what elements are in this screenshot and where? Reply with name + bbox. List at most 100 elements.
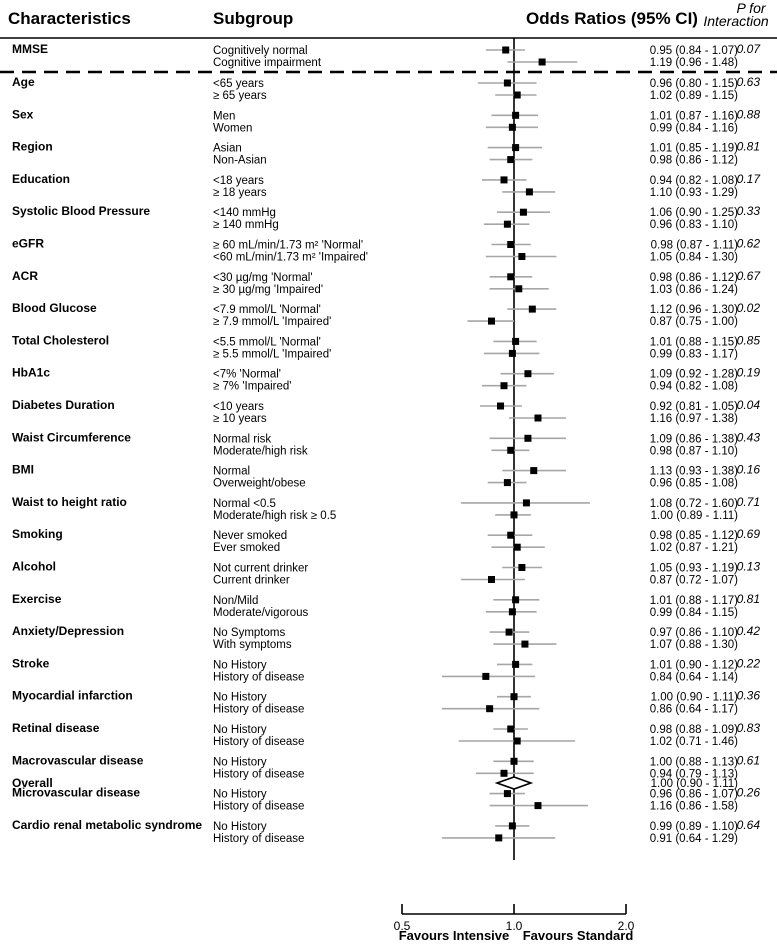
subgroup-label: <65 years (213, 78, 264, 90)
or-ci-text: 1.07 (0.88 - 1.30) (650, 639, 738, 651)
group-name: Anxiety/Depression (12, 624, 124, 638)
point-estimate (510, 757, 518, 765)
or-ci-text: 1.02 (0.71 - 1.46) (650, 736, 738, 748)
p-interaction: 0.33 (737, 204, 761, 218)
p-interaction: 0.36 (737, 689, 761, 703)
or-ci-text: 0.94 (0.82 - 1.08) (650, 175, 738, 187)
or-ci-text: 0.92 (0.81 - 1.05) (650, 401, 738, 413)
or-ci-text: 0.99 (0.89 - 1.10) (650, 821, 738, 833)
or-ci-text: 0.98 (0.85 - 1.12) (650, 530, 738, 542)
p-interaction: 0.64 (737, 818, 761, 832)
group-name: BMI (12, 463, 34, 477)
subgroup-label: ≥ 60 mL/min/1.73 m² 'Normal' (213, 240, 363, 252)
or-ci-text: 0.87 (0.75 - 1.00) (650, 316, 738, 328)
point-estimate (487, 317, 495, 325)
or-ci-text: 0.91 (0.64 - 1.29) (650, 833, 738, 845)
or-ci-text: 1.19 (0.96 - 1.48) (650, 57, 738, 69)
group-name: Systolic Blood Pressure (12, 204, 150, 218)
point-estimate (507, 241, 515, 248)
point-estimate (513, 543, 521, 551)
or-ci-text: 1.01 (0.87 - 1.16) (650, 110, 738, 122)
header-characteristics: Characteristics (8, 9, 131, 28)
or-ci-text: 1.01 (0.90 - 1.12) (650, 659, 738, 671)
group-name: ACR (12, 269, 38, 283)
subgroup-label: ≥ 65 years (213, 90, 267, 102)
subgroup-label: History of disease (213, 768, 304, 780)
p-interaction: 0.43 (737, 430, 761, 444)
point-estimate (512, 660, 520, 668)
point-estimate (482, 672, 490, 680)
subgroup-label: Men (213, 110, 235, 122)
point-estimate (507, 273, 515, 281)
p-interaction: 0.02 (737, 301, 761, 315)
group-name: Retinal disease (12, 721, 100, 735)
subgroup-label: <10 years (213, 401, 264, 413)
subgroup-label: <60 mL/min/1.73 m² 'Impaired' (213, 252, 368, 264)
x-tick-label: 0.5 (394, 919, 411, 933)
header-p-for: P for (736, 0, 766, 16)
header-odds-ratios: Odds Ratios (95% CI) (526, 9, 698, 28)
point-estimate (500, 176, 508, 184)
point-estimate (487, 576, 495, 583)
subgroup-label: History of disease (213, 736, 304, 748)
subgroup-label: No History (213, 692, 267, 704)
favours-standard-label: Favours Standard (523, 928, 634, 943)
subgroup-label: No History (213, 724, 267, 736)
point-estimate (513, 91, 521, 99)
subgroup-label: <18 years (213, 175, 264, 187)
header-subgroup: Subgroup (213, 9, 293, 28)
or-ci-text: 1.13 (0.93 - 1.38) (650, 466, 738, 478)
subgroup-label: <7% 'Normal' (213, 369, 281, 381)
p-interaction: 0.69 (737, 527, 761, 541)
p-interaction: 0.22 (737, 656, 761, 670)
point-estimate (512, 337, 520, 345)
point-estimate (510, 511, 518, 519)
group-name: Age (12, 75, 35, 89)
header-interaction: Interaction (703, 13, 769, 29)
point-estimate (522, 499, 530, 507)
or-ci-text: 1.01 (0.85 - 1.19) (650, 143, 738, 155)
point-estimate (503, 220, 511, 228)
subgroup-label: Asian (213, 143, 242, 155)
or-ci-text: 0.96 (0.80 - 1.15) (650, 78, 738, 90)
or-ci-text: 0.96 (0.85 - 1.08) (650, 478, 738, 490)
forest-rows: MMSE 0.07 Cognitively normal 0.95 (0.84 - 1… (12, 38, 761, 860)
subgroup-label: Non/Mild (213, 595, 258, 607)
subgroup-label: No History (213, 756, 267, 768)
subgroup-label: ≥ 7.9 mmol/L 'Impaired' (213, 316, 331, 328)
point-estimate (524, 434, 532, 442)
subgroup-label: Normal <0.5 (213, 498, 276, 510)
p-interaction: 0.81 (737, 592, 760, 606)
point-estimate (503, 479, 511, 487)
point-estimate (495, 834, 503, 842)
group-name: Blood Glucose (12, 301, 97, 315)
group-name: Total Cholesterol (12, 333, 109, 347)
point-estimate (512, 111, 520, 119)
point-estimate (503, 79, 511, 87)
point-estimate (525, 188, 533, 196)
favours-intensive-label: Favours Intensive (399, 928, 510, 943)
group-name: eGFR (12, 237, 44, 251)
subgroup-label: ≥ 5.5 mmol/L 'Impaired' (213, 348, 331, 360)
or-ci-text: 0.98 (0.87 - 1.10) (650, 445, 738, 457)
p-interaction: 0.61 (737, 753, 760, 767)
point-estimate (534, 802, 542, 810)
or-ci-text: 1.03 (0.86 - 1.24) (650, 284, 738, 296)
point-estimate (486, 705, 494, 713)
or-ci-text: 1.06 (0.90 - 1.25) (650, 207, 738, 219)
or-ci-text: 0.95 (0.84 - 1.07) (650, 45, 738, 57)
p-interaction: 0.67 (737, 269, 762, 283)
or-ci-text: 0.98 (0.86 - 1.12) (650, 272, 738, 284)
or-ci-text: 1.00 (0.90 - 1.11) (651, 692, 739, 704)
point-estimate (534, 414, 542, 422)
point-estimate (528, 305, 536, 313)
subgroup-label: Cognitive impairment (213, 57, 322, 69)
group-name: Myocardial infarction (12, 689, 133, 703)
p-interaction: 0.16 (737, 463, 761, 477)
subgroup-label: Normal risk (213, 433, 271, 445)
overall-label: Overall (12, 776, 53, 790)
subgroup-label: ≥ 18 years (213, 187, 267, 199)
p-interaction: 0.19 (737, 366, 761, 380)
or-ci-text: 0.97 (0.86 - 1.10) (650, 627, 738, 639)
subgroup-label: Moderate/high risk ≥ 0.5 (213, 510, 336, 522)
